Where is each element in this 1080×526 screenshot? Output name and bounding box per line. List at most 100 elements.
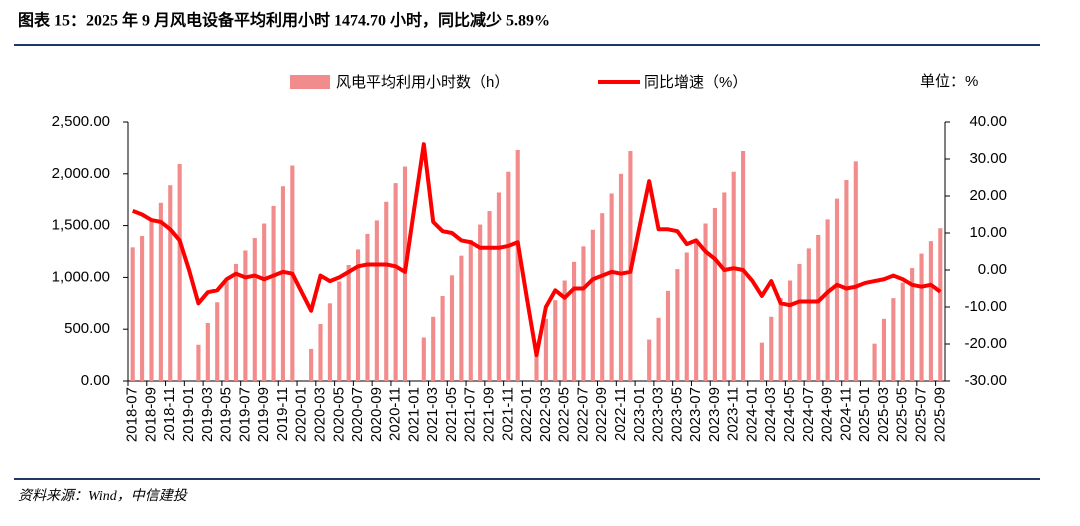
- bar: [271, 205, 276, 381]
- bar: [449, 275, 455, 381]
- y2-tick-label: 30.00: [969, 150, 1007, 167]
- x-tick-label: 2021-07: [462, 387, 479, 442]
- x-tick-label: 2022-05: [556, 387, 573, 442]
- x-tick-label: 2025-07: [912, 387, 929, 442]
- x-tick-label: 2023-03: [650, 387, 667, 442]
- y-tick-label: 2,500.00: [52, 113, 110, 130]
- bar: [581, 246, 586, 381]
- bar: [910, 268, 915, 381]
- y-tick-label: 1,500.00: [52, 217, 110, 234]
- bar: [684, 252, 689, 381]
- chart-title: 图表 15：2025 年 9 月风电设备平均利用小时 1474.70 小时，同比…: [18, 11, 550, 30]
- x-tick-label: 2019-05: [218, 387, 235, 442]
- bar: [553, 300, 558, 381]
- legend-label: 同比增速（%）: [644, 74, 747, 91]
- x-tick-label: 2018-07: [124, 387, 141, 442]
- bar: [806, 248, 811, 381]
- x-tick-label: 2025-05: [894, 387, 911, 442]
- bar: [346, 264, 351, 381]
- bar: [337, 281, 342, 381]
- x-tick-label: 2021-11: [499, 387, 516, 441]
- legend-label: 风电平均利用小时数（h）: [336, 74, 509, 91]
- x-tick-label: 2019-09: [255, 387, 272, 442]
- bar: [712, 207, 717, 381]
- x-tick-label: 2018-11: [161, 387, 178, 441]
- bar: [215, 302, 220, 381]
- bar: [675, 269, 680, 381]
- bar: [872, 343, 877, 381]
- y2-tick-label: 40.00: [969, 113, 1007, 130]
- y2-tick-label: 0.00: [978, 261, 1007, 278]
- x-tick-label: 2020-11: [387, 387, 404, 441]
- y2-tick-label: 10.00: [969, 224, 1007, 241]
- bar: [938, 228, 943, 381]
- bar: [196, 344, 201, 381]
- x-tick-label: 2024-07: [800, 387, 817, 442]
- bar: [158, 202, 163, 381]
- unit-note: 单位：%: [920, 73, 978, 90]
- bar: [496, 192, 502, 381]
- bar: [205, 322, 210, 381]
- x-tick-label: 2018-09: [142, 387, 159, 442]
- bar: [506, 171, 511, 381]
- bar: [571, 261, 577, 381]
- bar: [233, 263, 239, 381]
- bar: [741, 151, 746, 381]
- bar: [252, 238, 257, 381]
- bar: [431, 316, 436, 381]
- x-tick-label: 2022-07: [574, 387, 591, 442]
- x-tick-label: 2023-07: [687, 387, 704, 442]
- bar: [168, 185, 173, 381]
- y-tick-label: 2,000.00: [52, 165, 110, 182]
- line: [131, 142, 942, 358]
- x-tick-label: 2023-09: [706, 387, 723, 442]
- x-tick-label: 2022-09: [593, 387, 610, 442]
- bar: [356, 249, 361, 381]
- y2-tick-label: -20.00: [964, 335, 1007, 352]
- bar: [853, 161, 858, 381]
- bar: [825, 219, 830, 381]
- bar: [769, 316, 774, 381]
- x-tick-label: 2020-03: [311, 387, 328, 442]
- bar: [778, 298, 783, 381]
- legend-swatch: [290, 75, 330, 89]
- bar: [309, 348, 314, 381]
- bar: [393, 183, 398, 381]
- bar: [534, 342, 539, 381]
- bar: [722, 192, 727, 381]
- bar: [140, 235, 145, 381]
- x-tick-label: 2019-07: [236, 387, 253, 442]
- bar: [262, 223, 267, 381]
- x-tick-label: 2022-01: [518, 387, 535, 442]
- bar: [891, 298, 896, 381]
- x-tick-label: 2023-01: [631, 387, 648, 442]
- x-tick-label: 2019-03: [199, 387, 216, 442]
- bar: [365, 233, 370, 381]
- bar: [881, 318, 887, 381]
- bar: [543, 318, 548, 381]
- x-tick-label: 2020-05: [330, 387, 347, 442]
- bar: [468, 240, 473, 381]
- bar: [816, 234, 821, 381]
- x-tick-label: 2022-11: [612, 387, 629, 441]
- x-tick-label: 2025-03: [875, 387, 892, 442]
- bar: [844, 180, 849, 381]
- x-tick-label: 2019-01: [180, 387, 197, 442]
- y-tick-label: 500.00: [64, 320, 110, 337]
- y-tick-label: 1,000.00: [52, 268, 110, 285]
- bar: [694, 239, 699, 381]
- bar: [797, 263, 802, 381]
- x-tick-label: 2020-09: [368, 387, 385, 442]
- y2-tick-label: -30.00: [964, 372, 1007, 389]
- x-tick-label: 2020-07: [349, 387, 366, 442]
- bar: [478, 224, 483, 381]
- x-tick-label: 2024-05: [781, 387, 798, 442]
- x-tick-label: 2024-11: [837, 387, 854, 441]
- y2-tick-label: -10.00: [964, 298, 1007, 315]
- bar: [618, 173, 624, 381]
- x-tick-label: 2021-05: [443, 387, 460, 442]
- bar: [421, 337, 426, 381]
- x-tick-label: 2024-01: [743, 387, 760, 442]
